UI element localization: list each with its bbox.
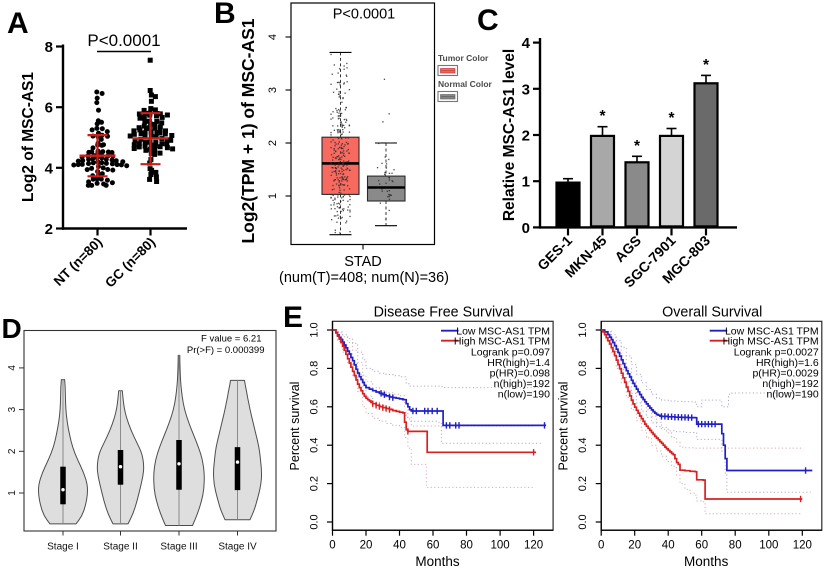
svg-text:100: 100 <box>491 540 510 552</box>
svg-text:1: 1 <box>522 174 530 191</box>
svg-text:4: 4 <box>522 35 531 52</box>
svg-text:20: 20 <box>360 540 373 552</box>
svg-text:1: 1 <box>267 193 279 199</box>
svg-text:0.4: 0.4 <box>309 438 321 453</box>
svg-text:*: * <box>703 57 710 74</box>
svg-text:0.2: 0.2 <box>577 476 589 491</box>
svg-text:*: * <box>668 110 675 127</box>
svg-text:Log2 of MSC-AS1: Log2 of MSC-AS1 <box>20 72 37 202</box>
svg-text:40: 40 <box>393 540 406 552</box>
svg-text:80: 80 <box>729 540 742 552</box>
svg-text:0.4: 0.4 <box>577 438 589 453</box>
svg-text:Stage II: Stage II <box>103 542 137 553</box>
svg-text:C: C <box>477 4 499 37</box>
svg-text:2: 2 <box>7 448 18 454</box>
svg-text:4: 4 <box>7 365 18 371</box>
svg-text:Percent survival: Percent survival <box>288 382 302 471</box>
svg-text:n(low)=190: n(low)=190 <box>498 388 550 400</box>
svg-text:p(HR)=0.098: p(HR)=0.098 <box>490 367 551 379</box>
svg-text:0.6: 0.6 <box>309 399 321 414</box>
svg-text:0: 0 <box>329 540 335 552</box>
svg-text:*: * <box>634 138 641 155</box>
svg-text:120: 120 <box>793 540 812 552</box>
svg-text:HR(high)=1.4: HR(high)=1.4 <box>487 357 550 369</box>
svg-text:1.0: 1.0 <box>577 322 589 337</box>
svg-text:Months: Months <box>684 554 729 569</box>
svg-text:n(low)=190: n(low)=190 <box>766 388 818 400</box>
svg-text:Normal Color: Normal Color <box>438 79 493 89</box>
svg-text:3: 3 <box>267 87 279 93</box>
svg-text:1.0: 1.0 <box>309 322 321 337</box>
svg-text:Log2(TPM + 1) of MSC-AS1: Log2(TPM + 1) of MSC-AS1 <box>238 18 258 243</box>
svg-text:Stage III: Stage III <box>160 542 197 553</box>
svg-text:0.2: 0.2 <box>309 476 321 491</box>
svg-text:1: 1 <box>7 490 18 496</box>
svg-text:Pr(>F) = 0.000399: Pr(>F) = 0.000399 <box>187 345 265 356</box>
svg-text:Low MSC-AS1 TPM: Low MSC-AS1 TPM <box>456 325 550 337</box>
svg-text:*: * <box>599 108 606 125</box>
svg-text:2: 2 <box>522 128 530 145</box>
svg-text:2: 2 <box>267 140 279 146</box>
svg-text:20: 20 <box>628 540 641 552</box>
svg-text:Disease Free Survival: Disease Free Survival <box>374 305 514 321</box>
svg-text:8: 8 <box>45 39 53 56</box>
svg-text:Stage I: Stage I <box>47 542 79 553</box>
svg-text:n(high)=192: n(high)=192 <box>762 378 818 390</box>
svg-text:B: B <box>214 0 236 30</box>
svg-text:High MSC-AS1 TPM: High MSC-AS1 TPM <box>454 335 550 347</box>
svg-text:80: 80 <box>460 540 473 552</box>
svg-text:4: 4 <box>267 34 279 40</box>
svg-text:3: 3 <box>522 81 530 98</box>
svg-text:0.8: 0.8 <box>577 361 589 376</box>
svg-text:Stage IV: Stage IV <box>218 542 257 553</box>
svg-text:4: 4 <box>45 160 54 177</box>
svg-text:0: 0 <box>598 540 604 552</box>
svg-text:0: 0 <box>522 220 530 237</box>
svg-text:Low MSC-AS1 TPM: Low MSC-AS1 TPM <box>725 325 819 337</box>
svg-text:Percent survival: Percent survival <box>557 382 571 471</box>
svg-text:40: 40 <box>662 540 675 552</box>
svg-text:100: 100 <box>759 540 778 552</box>
svg-text:Logrank p=0.097: Logrank p=0.097 <box>471 346 550 358</box>
svg-text:p(HR)=0.0029: p(HR)=0.0029 <box>752 367 818 379</box>
svg-text:P<0.0001: P<0.0001 <box>87 31 160 50</box>
svg-text:Logrank p=0.0027: Logrank p=0.0027 <box>734 346 819 358</box>
svg-text:F value = 6.21: F value = 6.21 <box>201 334 261 345</box>
svg-text:60: 60 <box>427 540 440 552</box>
svg-text:Overall Survival: Overall Survival <box>662 305 762 321</box>
svg-text:n(high)=192: n(high)=192 <box>494 378 550 390</box>
svg-text:6: 6 <box>45 100 53 117</box>
svg-text:A: A <box>7 7 29 40</box>
svg-text:P<0.0001: P<0.0001 <box>333 7 396 23</box>
svg-text:STAD: STAD <box>344 254 382 270</box>
svg-text:0.0: 0.0 <box>577 514 589 529</box>
svg-text:High MSC-AS1 TPM: High MSC-AS1 TPM <box>723 335 819 347</box>
svg-text:0.8: 0.8 <box>309 361 321 376</box>
svg-text:0.0: 0.0 <box>309 514 321 529</box>
svg-text:D: D <box>2 313 22 344</box>
svg-text:E: E <box>283 301 303 334</box>
svg-text:(num(T)=408; num(N)=36): (num(T)=408; num(N)=36) <box>279 270 449 286</box>
svg-text:120: 120 <box>524 540 543 552</box>
svg-text:0.6: 0.6 <box>577 399 589 414</box>
svg-text:Relative MSC-AS1 level: Relative MSC-AS1 level <box>501 49 518 221</box>
svg-text:HR(high)=1.6: HR(high)=1.6 <box>756 357 819 369</box>
svg-text:Tumor Color: Tumor Color <box>438 53 489 63</box>
svg-text:Months: Months <box>415 554 460 569</box>
svg-text:60: 60 <box>695 540 708 552</box>
svg-text:2: 2 <box>45 221 53 238</box>
svg-text:3: 3 <box>7 406 18 412</box>
